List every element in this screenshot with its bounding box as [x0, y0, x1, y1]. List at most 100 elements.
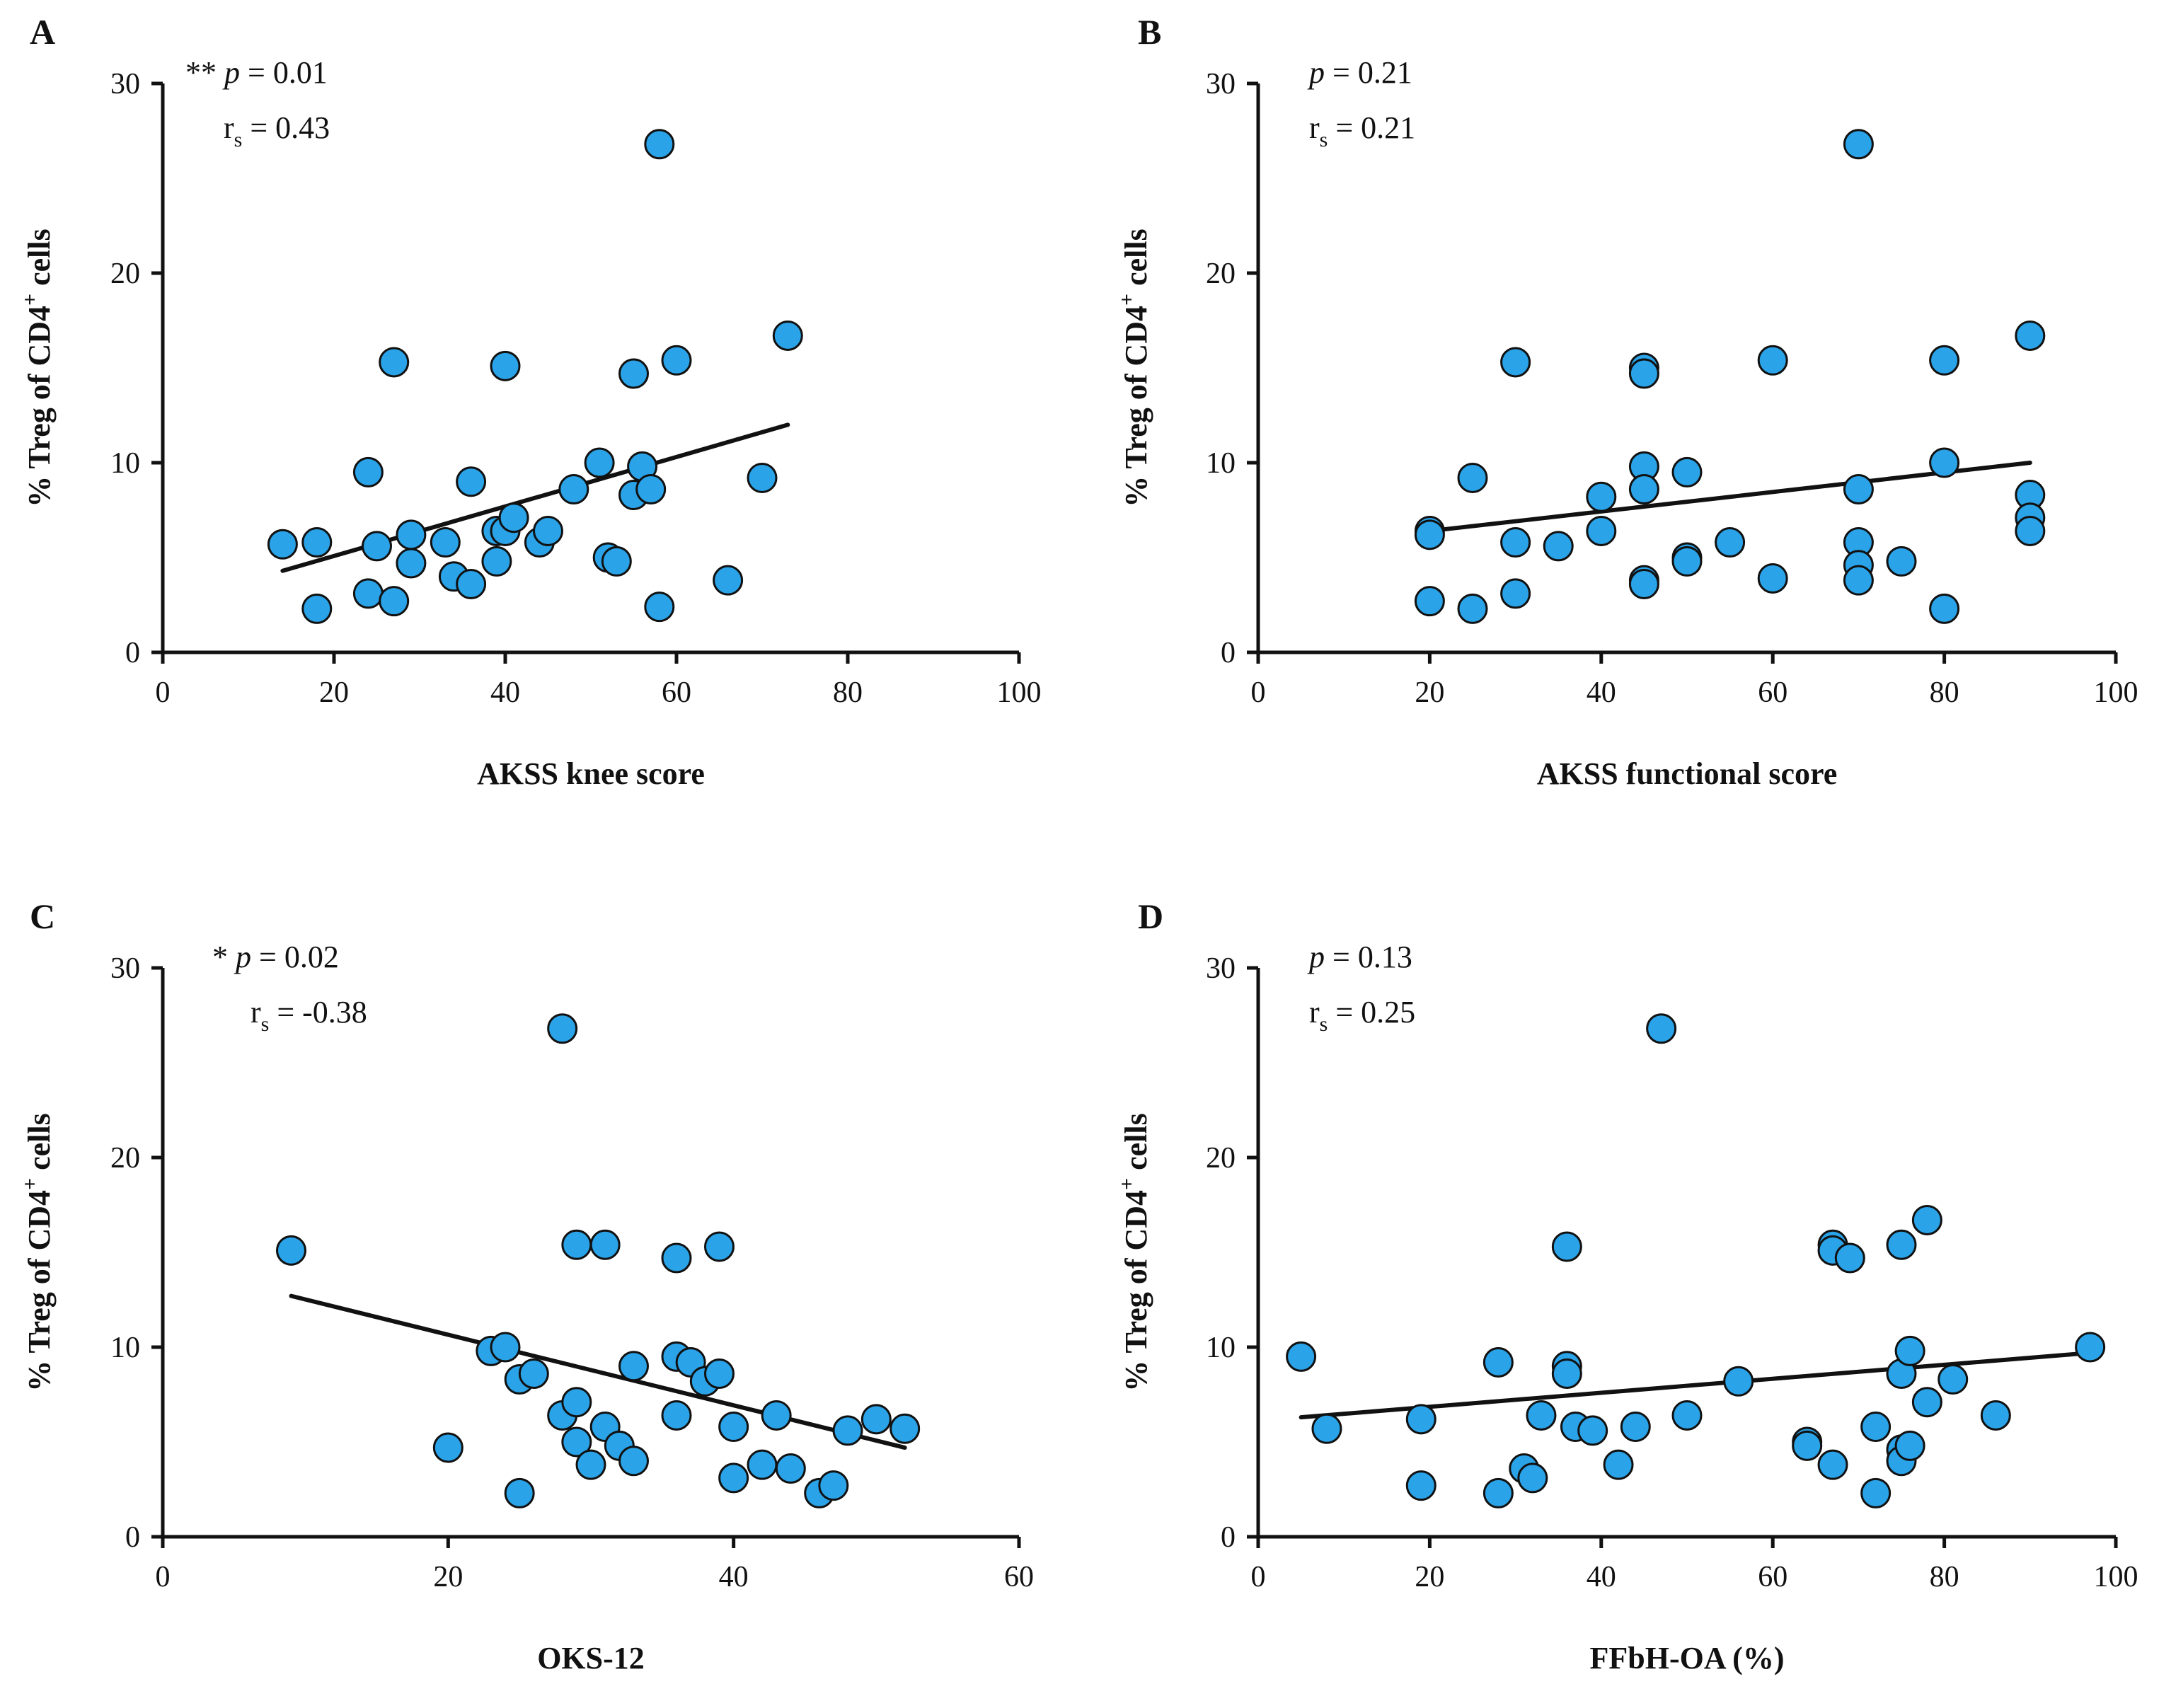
data-point	[2015, 320, 2046, 351]
data-point	[889, 1413, 921, 1444]
x-tick-label: 60	[1758, 1561, 1787, 1593]
data-point	[1792, 1430, 1823, 1461]
r-value-text: rs = 0.43	[224, 110, 330, 151]
y-tick-label: 20	[1206, 1142, 1236, 1175]
data-point	[1414, 519, 1445, 550]
r-value-text: rs = 0.21	[1309, 110, 1415, 151]
data-point	[1929, 345, 1960, 376]
data-point	[832, 1415, 863, 1446]
data-point	[1671, 546, 1703, 577]
data-point	[379, 586, 410, 617]
data-point	[584, 447, 615, 478]
data-point	[490, 1332, 521, 1363]
y-tick-label: 30	[1206, 952, 1236, 985]
y-tick-label: 0	[1221, 1521, 1236, 1554]
data-point	[618, 1351, 649, 1382]
x-tick-label: 80	[1930, 676, 1959, 709]
x-tick-label: 20	[433, 1561, 463, 1593]
data-point	[456, 569, 487, 600]
x-tick-label: 100	[997, 676, 1042, 709]
data-point	[1414, 586, 1445, 617]
r-value-text: rs = 0.25	[1309, 995, 1415, 1036]
x-tick-label: 100	[2094, 1561, 2138, 1593]
trend-line	[1299, 1351, 2092, 1420]
x-tick-label: 40	[1587, 1561, 1616, 1593]
x-tick-label: 40	[1587, 676, 1616, 709]
data-point	[1628, 569, 1659, 600]
data-point	[1929, 593, 1960, 624]
p-value-text: p = 0.13	[1307, 940, 1412, 974]
y-tick-label: 0	[1221, 637, 1236, 669]
p-value-text: * p = 0.02	[212, 940, 339, 974]
data-point	[860, 1404, 892, 1435]
data-point	[644, 592, 675, 623]
data-point	[1911, 1387, 1942, 1418]
data-point	[352, 456, 384, 487]
y-tick-label: 20	[110, 258, 140, 290]
data-point	[772, 320, 803, 351]
data-point	[1757, 562, 1788, 594]
x-tick-label: 0	[156, 676, 171, 709]
data-point	[396, 519, 427, 550]
y-tick-label: 10	[1206, 447, 1236, 480]
data-point	[1628, 358, 1659, 389]
x-axis-title: OKS-12	[537, 1641, 645, 1675]
trend-line	[1427, 461, 2032, 533]
x-tick-label: 0	[1251, 676, 1266, 709]
data-point	[775, 1453, 806, 1484]
data-point	[558, 474, 589, 505]
data-point	[1834, 1242, 1865, 1274]
data-point	[432, 1432, 464, 1463]
data-point	[1577, 1415, 1608, 1446]
data-point	[1843, 129, 1874, 160]
data-point	[761, 1400, 792, 1431]
data-point	[498, 502, 529, 533]
data-point	[301, 527, 333, 558]
data-point	[1886, 1229, 1917, 1260]
data-point	[618, 358, 649, 389]
data-point	[1551, 1358, 1582, 1390]
data-point	[1457, 593, 1488, 624]
data-point	[362, 531, 392, 562]
panel-a: A 0 20 40 60 80 100 0 10 20 30 AKSS knee score % Tre…	[18, 12, 1042, 791]
data-point	[661, 345, 692, 376]
x-tick-label: 0	[156, 1561, 171, 1593]
panel-letter: A	[30, 12, 55, 52]
y-tick-label: 20	[1206, 258, 1236, 290]
data-point	[1543, 531, 1574, 562]
data-point	[481, 546, 512, 577]
panel-letter: B	[1138, 12, 1161, 52]
data-point	[456, 466, 487, 497]
y-axis-title: % Treg of CD4+ cells	[18, 229, 57, 507]
data-point	[601, 546, 632, 577]
data-point	[635, 474, 667, 505]
trend-line	[289, 1293, 907, 1450]
data-point	[1860, 1412, 1892, 1443]
data-point	[1894, 1335, 1925, 1366]
x-tick-label: 0	[1251, 1561, 1266, 1593]
data-point	[490, 350, 521, 381]
p-value-text: p = 0.21	[1307, 55, 1412, 90]
data-point	[1980, 1400, 2011, 1431]
y-axis-title: % Treg of CD4+ cells	[1115, 1113, 1153, 1392]
data-point	[561, 1426, 592, 1458]
y-tick-label: 0	[125, 1521, 140, 1554]
data-point	[561, 1387, 592, 1418]
data-point	[1405, 1470, 1437, 1501]
data-point	[1526, 1400, 1557, 1431]
data-point	[1551, 1231, 1582, 1262]
data-point	[547, 1013, 578, 1044]
data-point	[276, 1235, 306, 1266]
data-point	[1500, 578, 1531, 609]
data-point	[644, 129, 675, 160]
data-point	[1586, 481, 1617, 512]
x-axis-title: AKSS knee score	[477, 756, 705, 791]
data-point	[1817, 1449, 1848, 1480]
data-point	[1517, 1462, 1548, 1494]
data-point	[533, 515, 563, 546]
data-point	[818, 1470, 849, 1501]
x-tick-label: 80	[1930, 1561, 1959, 1593]
data-point	[1311, 1413, 1342, 1444]
x-tick-label: 20	[1415, 676, 1444, 709]
